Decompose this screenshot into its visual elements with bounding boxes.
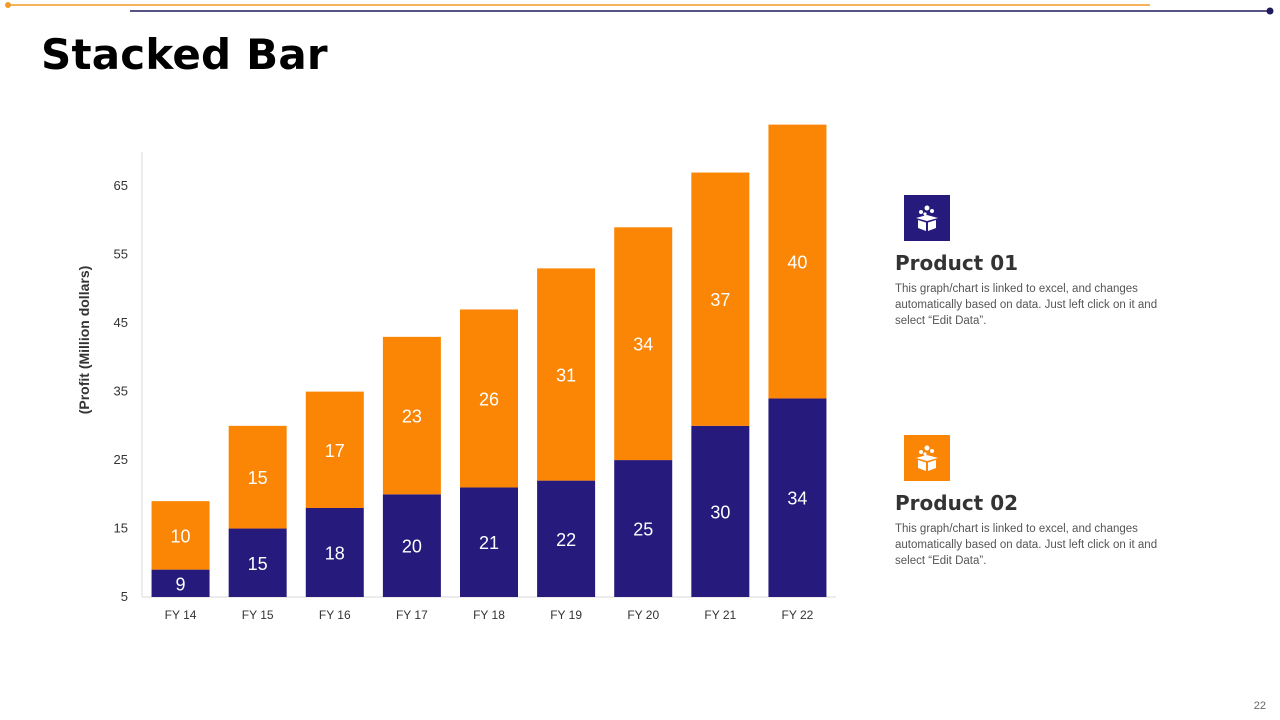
data-label: 34	[787, 489, 807, 509]
bar-segment-product-02	[228, 425, 287, 529]
data-label: 26	[479, 389, 499, 409]
bar-segment-product-02	[768, 124, 827, 399]
bar-segment-product-01	[382, 494, 441, 597]
data-label: 23	[402, 407, 422, 427]
bar-segment-product-02	[305, 391, 364, 508]
y-tick-label: 25	[114, 452, 128, 467]
header-decoration	[5, 2, 1274, 15]
bar-segment-product-01	[768, 398, 827, 597]
y-tick-label: 15	[114, 521, 128, 536]
x-tick-label: FY 21	[704, 608, 736, 622]
data-label: 31	[556, 366, 576, 386]
y-tick-label: 5	[121, 589, 128, 604]
data-label: 37	[710, 290, 730, 310]
page-number: 22	[1253, 700, 1266, 712]
page-title: Stacked Bar	[41, 30, 328, 79]
legend-product-02: Product 02 This graph/chart is linked to…	[895, 435, 1195, 569]
data-label: 21	[479, 533, 499, 553]
data-label: 30	[710, 502, 730, 522]
bar-segment-product-02	[691, 172, 750, 426]
x-tick-label: FY 18	[473, 608, 505, 622]
legend-product-01: Product 01 This graph/chart is linked to…	[895, 195, 1195, 329]
x-tick-label: FY 17	[396, 608, 428, 622]
x-tick-label: FY 20	[627, 608, 659, 622]
data-label: 9	[176, 574, 186, 594]
legend-title: Product 02	[895, 491, 1019, 515]
data-label: 20	[402, 537, 422, 557]
gift-box-icon	[904, 195, 950, 241]
data-label: 15	[248, 554, 268, 574]
data-label: 10	[171, 526, 191, 546]
bar-segment-product-02	[537, 268, 596, 481]
x-tick-label: FY 22	[782, 608, 814, 622]
gift-box-icon	[904, 435, 950, 481]
data-label: 22	[556, 530, 576, 550]
data-label: 34	[633, 335, 653, 355]
bar-segment-product-01	[537, 480, 596, 597]
y-tick-label: 65	[114, 178, 128, 193]
bar-segment-product-01	[151, 569, 210, 597]
bar-segment-product-02	[614, 227, 673, 461]
y-axis-label: (Profit (Million dollars)	[76, 265, 92, 415]
y-tick-label: 35	[114, 384, 128, 399]
data-label: 15	[248, 468, 268, 488]
legend-description: This graph/chart is linked to excel, and…	[895, 523, 1158, 567]
bar-segment-product-01	[228, 528, 287, 597]
x-tick-label: FY 15	[242, 608, 274, 622]
y-tick-label: 45	[114, 315, 128, 330]
data-label: 17	[325, 441, 345, 461]
legend-title: Product 01	[895, 251, 1019, 275]
x-tick-label: FY 14	[165, 608, 197, 622]
navy-dot	[1266, 7, 1274, 15]
data-label: 40	[787, 253, 807, 273]
y-tick-label: 55	[114, 247, 128, 262]
data-label: 18	[325, 544, 345, 564]
stacked-bar-chart: 5 15 25 35 45 55 65 9 10 FY 14 15 15 FY 15 18 17 FY 16 2…	[114, 124, 836, 622]
bar-segment-product-01	[305, 508, 364, 597]
bar-segment-product-02	[382, 336, 441, 495]
x-tick-label: FY 16	[319, 608, 351, 622]
bar-segment-product-01	[460, 487, 518, 597]
bar-segment-product-01	[691, 425, 750, 597]
bar-segment-product-02	[460, 309, 518, 488]
data-label: 25	[633, 520, 653, 540]
x-tick-label: FY 19	[550, 608, 582, 622]
bar-segment-product-01	[614, 460, 673, 597]
bar-segment-product-02	[151, 501, 210, 570]
legend-description: This graph/chart is linked to excel, and…	[895, 283, 1158, 327]
